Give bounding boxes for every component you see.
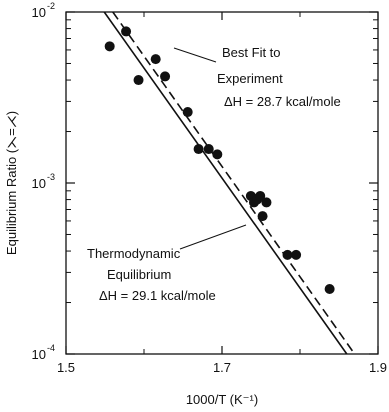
y-tick-exponent: -4 bbox=[47, 343, 55, 353]
annotation-best-fit-line-2: Experiment bbox=[217, 71, 283, 86]
y-axis-label: Equilibrium Ratio (⋋=⋌) bbox=[4, 111, 19, 255]
annotation-best-fit: Best Fit to Experiment ΔH = 28.7 kcal/mo… bbox=[173, 45, 341, 109]
data-point bbox=[212, 149, 223, 160]
fit-lines bbox=[103, 11, 356, 355]
data-point bbox=[203, 144, 214, 155]
data-point bbox=[160, 71, 171, 82]
annotation-best-fit-leader bbox=[173, 47, 217, 63]
data-point bbox=[261, 197, 272, 208]
y-tick-labels: 10-410-310-2 bbox=[32, 1, 55, 362]
data-point bbox=[121, 26, 132, 37]
data-point bbox=[133, 75, 144, 86]
axis-ticks bbox=[65, 11, 379, 355]
y-tick-exponent: -3 bbox=[47, 172, 55, 182]
annotation-thermo-leader bbox=[179, 224, 247, 250]
data-point bbox=[255, 190, 266, 201]
data-points bbox=[104, 26, 335, 294]
x-tick-label: 1.9 bbox=[369, 360, 387, 375]
data-point bbox=[104, 41, 115, 52]
data-point bbox=[291, 249, 302, 260]
data-point bbox=[182, 107, 193, 118]
annotation-thermo-line-3: ΔH = 29.1 kcal/mole bbox=[99, 288, 216, 303]
x-tick-label: 1.7 bbox=[213, 360, 231, 375]
y-tick-label: 10 bbox=[32, 5, 46, 20]
thermodynamic-line bbox=[103, 11, 348, 355]
data-point bbox=[282, 249, 293, 260]
y-tick-label: 10 bbox=[32, 347, 46, 362]
annotation-best-fit-line-3: ΔH = 28.7 kcal/mole bbox=[224, 94, 341, 109]
annotation-thermo-line-1: Thermodynamic bbox=[87, 246, 181, 261]
data-point bbox=[150, 54, 161, 65]
annotation-best-fit-line-1: Best Fit to bbox=[222, 45, 281, 60]
x-tick-label: 1.5 bbox=[57, 360, 75, 375]
data-point bbox=[193, 144, 204, 155]
data-point bbox=[324, 283, 335, 294]
x-tick-labels: 1.5 1.7 1.9 bbox=[57, 360, 387, 375]
annotation-thermo-line-2: Equilibrium bbox=[107, 267, 171, 282]
data-point bbox=[257, 211, 268, 222]
y-tick-label: 10 bbox=[32, 176, 46, 191]
annotation-thermo-equilibrium: Thermodynamic Equilibrium ΔH = 29.1 kcal… bbox=[87, 224, 247, 303]
y-tick-exponent: -2 bbox=[47, 1, 55, 11]
x-axis-label: 1000/T (K⁻¹) bbox=[186, 392, 258, 407]
